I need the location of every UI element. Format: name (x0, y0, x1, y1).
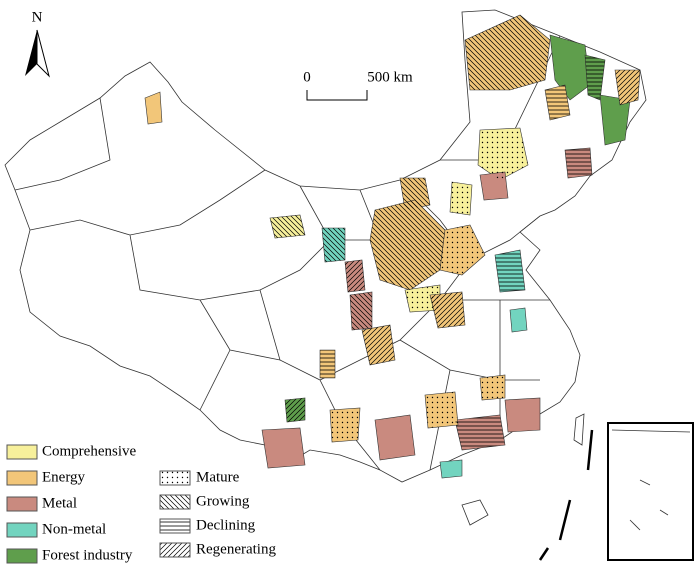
region-pattern (480, 375, 505, 400)
north-label: N (32, 9, 43, 25)
region-pattern (545, 85, 570, 120)
region-pattern (565, 148, 592, 178)
legend-swatch (159, 470, 191, 486)
legend-label: Growing (196, 493, 250, 509)
region-pattern (270, 215, 305, 238)
region-pattern (455, 415, 505, 450)
north-arrow (36, 29, 50, 78)
scale-label: 500 km (367, 69, 413, 85)
region-pattern (450, 182, 472, 215)
region-pattern (585, 55, 605, 100)
region-pattern (478, 128, 528, 180)
region (374, 414, 416, 461)
legend-label: Forest industry (42, 547, 133, 563)
legend-label: Comprehensive (42, 443, 136, 459)
legend-label: Energy (42, 469, 86, 485)
region-pattern (320, 350, 335, 378)
scale-label: 0 (303, 69, 311, 85)
regions (144, 14, 641, 479)
region-pattern (330, 408, 360, 442)
legend-swatch (6, 470, 38, 486)
island (461, 499, 489, 526)
region (261, 427, 306, 469)
legend-label: Metal (42, 495, 77, 511)
region (144, 91, 163, 125)
legend-swatch (6, 522, 38, 538)
region (549, 34, 591, 101)
scale-bar (306, 90, 368, 101)
region-pattern (345, 260, 365, 292)
north-arrow (25, 30, 37, 76)
legend-swatch (159, 542, 191, 558)
region-pattern (285, 398, 305, 422)
legend-swatch (6, 496, 38, 512)
legend-label: Mature (196, 469, 240, 485)
region-pattern (465, 15, 550, 90)
region-pattern (615, 70, 640, 105)
region-pattern (322, 228, 345, 262)
region (504, 397, 541, 433)
region (439, 459, 463, 479)
region-pattern (430, 292, 465, 328)
legend-swatch (6, 444, 38, 460)
legend-swatch (6, 548, 38, 564)
legend: Comprehensive Energy Metal Non-metal Forest … (6, 443, 276, 564)
legend-label: Declining (196, 517, 256, 533)
region-pattern (440, 225, 485, 275)
region (509, 307, 528, 333)
island (573, 413, 585, 446)
boundary-dash (538, 429, 594, 561)
region-pattern (425, 392, 458, 428)
inset-map (611, 429, 691, 531)
legend-label: Regenerating (196, 541, 276, 557)
legend-swatch (159, 494, 191, 510)
region-pattern (350, 292, 372, 330)
region-pattern (370, 200, 445, 290)
region-pattern (405, 285, 440, 312)
region-pattern (362, 325, 395, 365)
inset-frame (607, 422, 694, 561)
legend-label: Non-metal (42, 521, 106, 537)
region-pattern (495, 250, 525, 292)
legend-swatch (159, 518, 191, 534)
